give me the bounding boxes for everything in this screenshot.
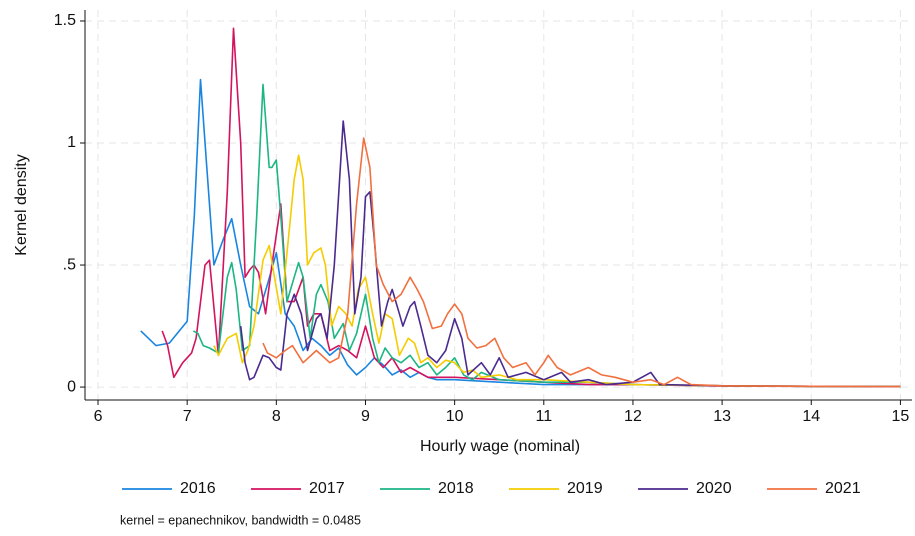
note: kernel = epanechnikov, bandwidth = 0.048…	[120, 513, 361, 527]
y-tick-label: 0	[67, 378, 76, 395]
series-line	[140, 78, 901, 388]
y-tick-label: 1.5	[54, 12, 76, 29]
legend-label: 2018	[438, 480, 474, 497]
series-line	[161, 27, 901, 388]
y-tick-label: 1	[67, 134, 76, 151]
x-tick-label: 15	[892, 408, 910, 425]
series-line	[213, 154, 901, 388]
legend-label: 2020	[696, 480, 732, 497]
series-line	[193, 83, 901, 388]
legend-label: 2016	[180, 480, 216, 497]
x-tick-label: 12	[624, 408, 642, 425]
x-tick-label: 8	[272, 408, 281, 425]
x-tick-label: 11	[535, 408, 552, 425]
x-tick-label: 7	[183, 408, 192, 425]
x-axis-title: Hourly wage (nominal)	[420, 438, 580, 455]
y-tick-label: .5	[63, 256, 76, 273]
y-axis-title: Kernel density	[13, 154, 30, 255]
series-line	[262, 137, 901, 388]
legend-label: 2021	[825, 480, 861, 497]
x-tick-label: 6	[94, 408, 103, 425]
x-tick-label: 10	[446, 408, 464, 425]
x-tick-label: 9	[361, 408, 370, 425]
x-tick-label: 14	[802, 408, 820, 425]
legend-label: 2019	[567, 480, 603, 497]
x-tick-label: 13	[713, 408, 731, 425]
legend-label: 2017	[309, 480, 345, 497]
series-line	[239, 120, 901, 388]
